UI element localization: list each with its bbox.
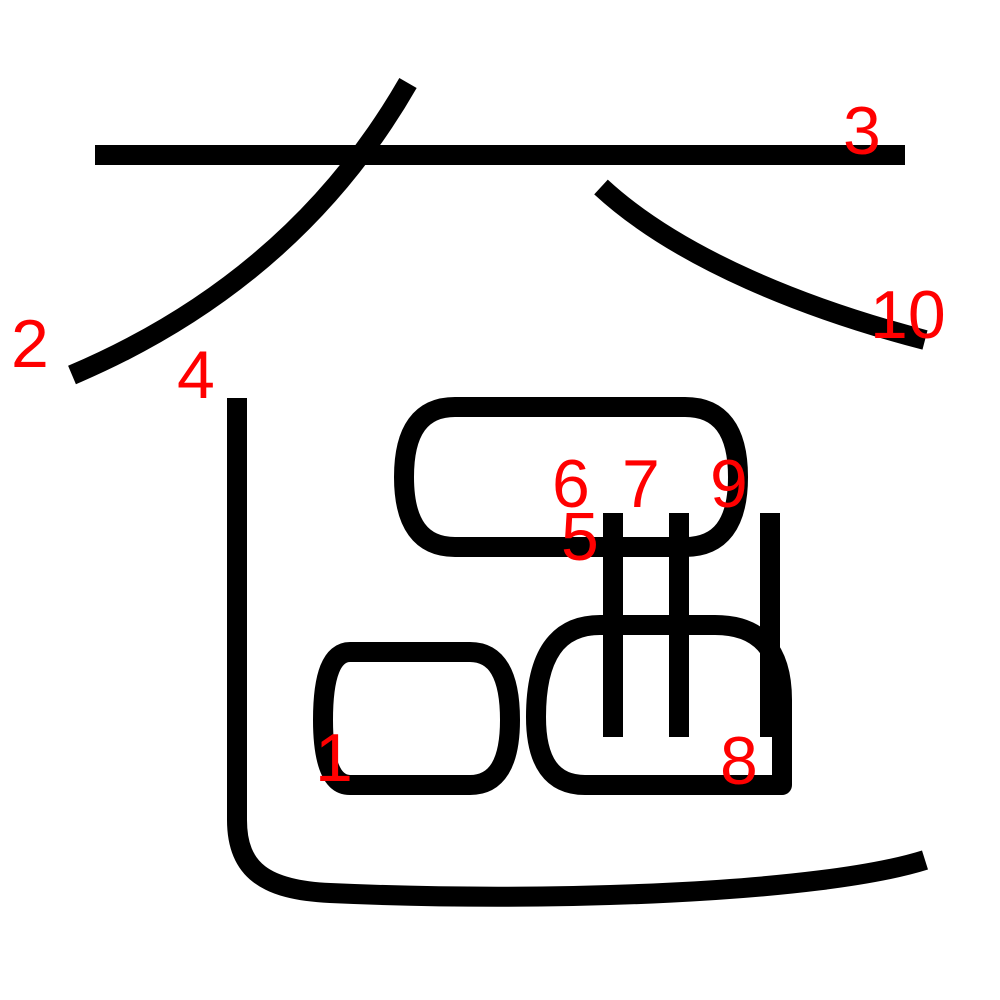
stroke-number-4: 4 xyxy=(177,337,215,413)
stroke-number-5: 5 xyxy=(561,499,599,575)
stroke-vertical-bend xyxy=(227,398,928,907)
stroke-number-1: 1 xyxy=(315,720,353,796)
stroke-number-7: 7 xyxy=(622,446,660,522)
stroke-number-8: 8 xyxy=(720,723,758,799)
stroke-right-falling xyxy=(594,179,928,350)
stroke-number-9: 9 xyxy=(710,446,748,522)
stroke-number-6: 6 xyxy=(552,446,590,522)
stroke-number-2: 2 xyxy=(11,306,49,382)
stroke-number-3: 3 xyxy=(843,93,881,169)
stroke-lower-left-box xyxy=(313,642,520,795)
stroke-number-10: 10 xyxy=(870,277,946,353)
stroke-left-falling xyxy=(68,78,417,385)
